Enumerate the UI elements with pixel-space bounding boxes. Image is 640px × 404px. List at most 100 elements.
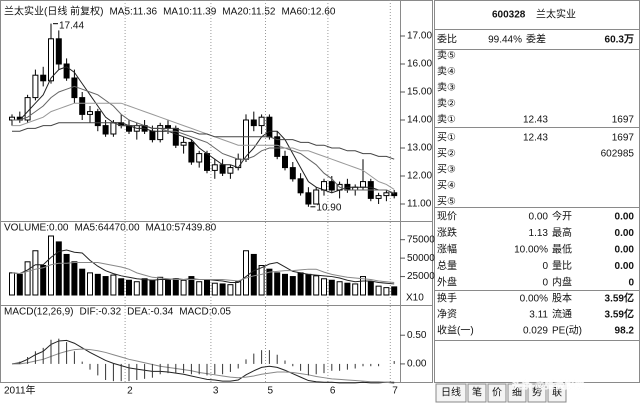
candle-body [383,192,390,197]
tab-label[interactable]: 价 [492,387,502,399]
candle-body [180,141,187,146]
volume-bar [352,283,359,296]
candle-body [79,97,86,115]
legend-entry: MA10:57439.80 [146,223,217,234]
indicator-line [11,262,395,283]
stock-name: 兰太实业 [536,8,576,21]
book-volume: 1697 [612,115,635,126]
volume-bar [157,276,164,296]
candle-body [375,195,382,199]
volume-bar [297,272,304,296]
tab[interactable] [527,383,547,403]
volume-bar [165,279,171,296]
book-label: 买① [437,132,456,144]
row-value: 0.00 [615,261,635,272]
tab[interactable] [507,383,527,403]
row-label: 净资 [437,308,457,321]
row-label: 外盘 [437,276,457,289]
volume-bar [227,284,234,296]
candle-body [297,178,304,194]
panel-title: 兰太实业(日线 前复权) [4,5,103,18]
volume-bar [375,285,382,296]
tab[interactable] [467,383,487,403]
legend-entry: MACD:0.05 [179,307,231,318]
x-tick-label: 3 [213,386,219,397]
book-price: 12.43 [523,133,548,144]
indicator-line [11,339,395,384]
volume-bar [118,278,125,296]
tab-label[interactable]: 联 [552,387,562,399]
volume-bar [71,261,78,296]
candle-body [87,111,93,115]
book-label: 卖⑤ [437,50,456,62]
tab-label[interactable]: 日线 [441,386,461,399]
volume-bar [243,250,249,296]
candle-body [266,116,273,138]
book-label: 买④ [437,180,456,192]
volume-bar [55,241,62,296]
indicator-line [12,102,395,190]
book-label: 买⑤ [437,196,456,208]
x-tick-label: 6 [330,386,336,397]
watermark: 头条 @张谈股票 [512,379,585,392]
y-tick-label: 11.00 [407,199,432,210]
row-value: 3.11 [529,310,548,321]
volume-bar [328,279,335,296]
row-value: 10.00% [514,245,548,256]
row-value: 0.029 [523,326,548,337]
tab[interactable] [435,383,467,403]
volume-bar [141,278,148,296]
candle-body [63,63,70,79]
row-value: 0.00% [520,294,548,305]
volume-bar [172,278,179,296]
y-tick-label: 0.00 [407,359,427,370]
volume-bar [367,281,374,296]
book-volume: 1697 [612,133,635,144]
candle-body [40,74,47,82]
volume-bar [391,286,398,296]
volume-bar [63,253,70,296]
volume-bar [211,282,218,296]
row-value: 0 [542,261,548,272]
tab[interactable] [547,383,567,403]
legend-entry: DEA:-0.34 [127,307,174,318]
row-label: 涨跌 [437,226,457,239]
x-tick-label: 5 [268,386,274,397]
legend-entry: MA60:12.60 [281,7,335,18]
tab-label[interactable]: 笔 [472,386,482,399]
annotation: 10.90 [316,202,341,213]
volume-bar [383,287,390,296]
volume-bar [87,272,93,296]
volume-bar [219,283,226,296]
y-tick-label: 14.00 [407,115,432,126]
row-label: 现价 [437,211,457,223]
row-label: 委差 [526,33,546,46]
volume-bar [9,272,15,296]
book-label: 卖③ [437,82,456,94]
candle-body [157,125,164,141]
legend-entry: MA20:11.52 [222,7,276,18]
indicator-line [12,66,395,195]
volume-bar [180,279,187,296]
panel-title: VOLUME:0.00 [4,223,69,234]
volume-bar [289,276,296,296]
candle-body [48,38,54,82]
row-label: 总量 [437,259,457,272]
row-value: 1.13 [529,228,549,239]
candle-body [360,181,366,188]
tab-label[interactable]: 细 [512,386,522,399]
volume-bar [16,273,23,296]
row-value: 0.00 [615,245,635,256]
row-value: 0 [628,278,634,289]
volume-bar [305,273,312,296]
tab-label[interactable]: 势 [532,386,542,399]
candle-body [227,167,234,174]
candle-body [32,74,39,99]
tab[interactable] [487,383,507,403]
volume-bar [94,273,101,296]
row-label: 流通 [552,308,572,321]
row-label: 最高 [552,226,572,239]
stock-code: 600328 [492,10,526,21]
volume-bar [321,278,327,296]
